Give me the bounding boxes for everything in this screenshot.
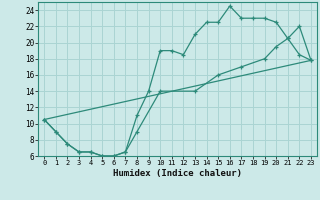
X-axis label: Humidex (Indice chaleur): Humidex (Indice chaleur) [113, 169, 242, 178]
